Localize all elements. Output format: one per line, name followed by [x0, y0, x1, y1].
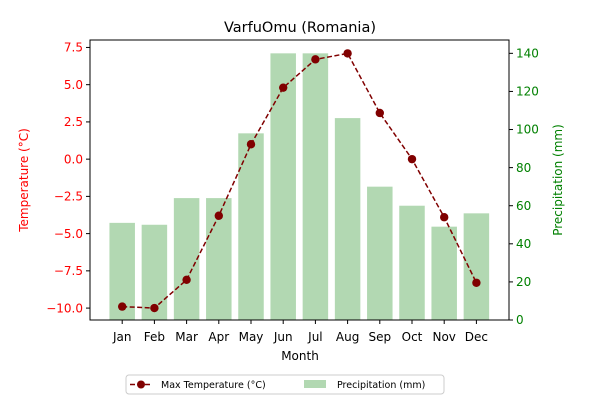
x-tick-label-oct: Oct — [402, 330, 423, 344]
temp-point-sep — [375, 108, 384, 118]
temp-point-jun — [279, 83, 288, 92]
precipitation-bars — [109, 53, 490, 320]
x-tick-label-mar: Mar — [175, 330, 198, 344]
right-tick-label: 0 — [516, 313, 524, 327]
temp-point-mar — [182, 275, 191, 284]
plot-frame — [89, 39, 510, 321]
x-tick-label-dec: Dec — [465, 330, 488, 344]
left-tick-label: −7.5 — [54, 264, 83, 278]
temp-point-aug — [343, 49, 352, 58]
precip-bar-dec — [463, 213, 490, 320]
precip-bar-nov — [431, 226, 457, 320]
right-tick-label: 120 — [516, 85, 539, 99]
temp-point-apr — [214, 211, 223, 220]
legend-bar-swatch — [304, 380, 326, 388]
legend-label-precipitation: Precipitation (mm) — [337, 380, 425, 391]
legend-box — [125, 374, 445, 395]
temp-point-feb — [150, 303, 159, 313]
left-tick-label: 0.0 — [64, 152, 83, 166]
right-tick-label: 20 — [516, 275, 531, 289]
x-tick-label-may: May — [239, 330, 264, 344]
precip-bar-aug — [334, 118, 361, 320]
x-tick-label-jul: Jul — [307, 330, 322, 344]
temp-point-jan — [118, 302, 127, 311]
x-tick-label-jun: Jun — [273, 330, 293, 344]
left-tick-label: 5.0 — [64, 78, 83, 92]
precip-bar-jun — [270, 53, 296, 320]
x-tick-label-nov: Nov — [432, 330, 455, 344]
left-tick-label: 7.5 — [64, 41, 83, 55]
x-tick-label-jan: Jan — [112, 330, 132, 344]
right-tick-label: 140 — [516, 47, 539, 61]
x-axis-ticks: Jan Feb Mar Apr May Jun Jul Aug Sep Oct Nov Dec — [112, 320, 488, 344]
left-tick-label: 2.5 — [64, 115, 83, 129]
precip-bar-jul — [302, 53, 329, 320]
left-tick-label: −2.5 — [54, 190, 83, 204]
legend-label-temperature: Max Temperature (°C) — [161, 380, 266, 391]
left-axis-label: Temperature (°C) — [17, 128, 31, 233]
x-tick-label-sep: Sep — [368, 330, 391, 344]
right-tick-label: 40 — [516, 237, 531, 251]
chart-title: VarfuOmu (Romania) — [224, 20, 376, 36]
left-tick-label: −10.0 — [46, 301, 83, 315]
precip-bar-mar — [173, 198, 200, 320]
legend: Max Temperature (°C) Precipitation (mm) — [125, 374, 445, 395]
temp-point-may — [246, 140, 256, 149]
right-tick-label: 60 — [516, 199, 531, 213]
right-axis-label: Precipitation (mm) — [551, 124, 565, 236]
temp-point-nov — [440, 213, 449, 222]
left-axis-ticks: −10.0 −7.5 −5.0 −2.5 0.0 2.5 5.0 7.5 — [46, 41, 90, 315]
x-tick-label-apr: Apr — [208, 330, 229, 344]
right-tick-label: 80 — [516, 161, 531, 175]
temperature-polyline — [122, 52, 478, 309]
right-tick-label: 100 — [516, 123, 539, 137]
left-tick-label: −5.0 — [54, 227, 83, 241]
precip-bar-sep — [367, 186, 393, 320]
x-axis-label: Month — [281, 349, 319, 363]
precip-bar-oct — [399, 205, 425, 320]
temperature-line — [118, 49, 481, 313]
x-tick-label-aug: Aug — [336, 330, 359, 344]
right-axis-ticks: 0 20 40 60 80 100 120 140 — [509, 47, 539, 327]
legend-marker-swatch — [137, 380, 145, 389]
x-tick-label-feb: Feb — [144, 330, 165, 344]
precip-bar-may — [238, 133, 264, 320]
temp-point-dec — [472, 278, 481, 287]
temp-point-oct — [407, 154, 417, 164]
temp-point-jul — [311, 55, 320, 64]
